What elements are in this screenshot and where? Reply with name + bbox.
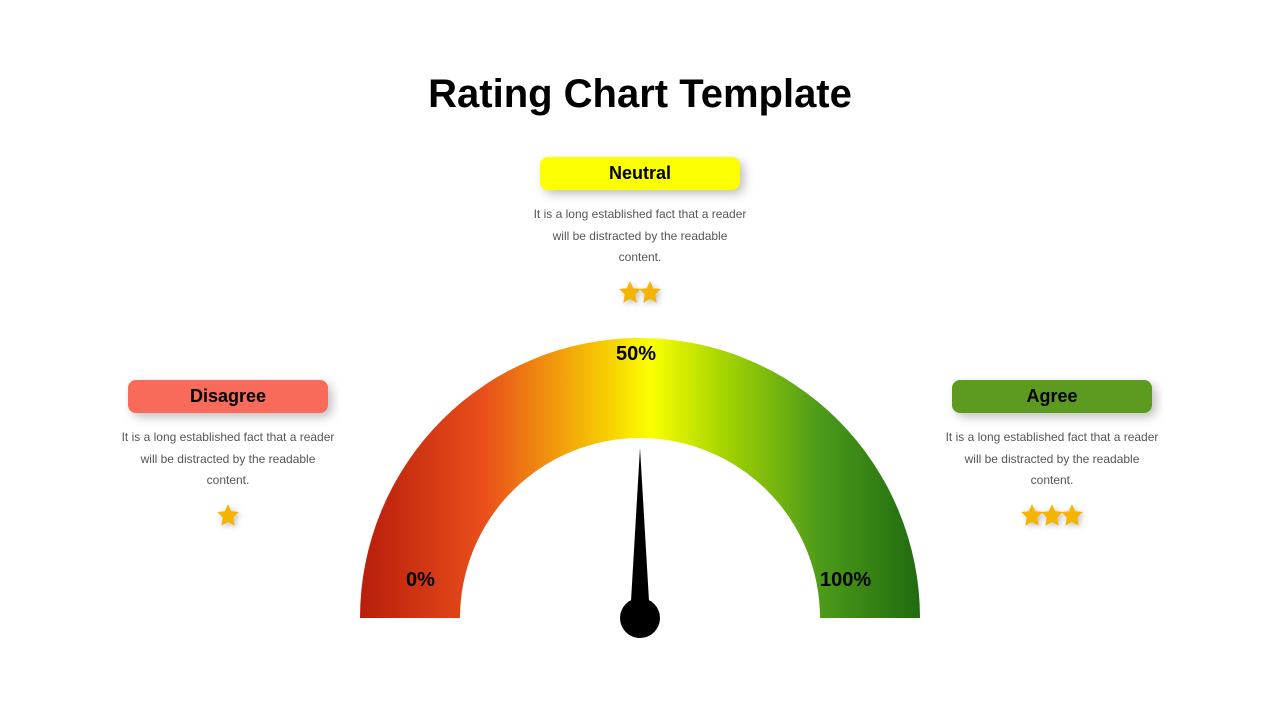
stars-neutral (530, 279, 750, 305)
desc-disagree: It is a long established fact that a rea… (118, 427, 338, 492)
section-disagree: Disagree It is a long established fact t… (118, 380, 338, 528)
gauge-pivot (620, 598, 660, 638)
gauge-needle (630, 448, 650, 618)
section-agree: Agree It is a long established fact that… (942, 380, 1162, 528)
pct-label-100: 100% (820, 569, 871, 592)
star-icon (215, 502, 241, 528)
pill-neutral: Neutral (540, 157, 740, 190)
pill-disagree: Disagree (128, 380, 328, 413)
star-icon (1059, 502, 1085, 528)
star-icon (637, 279, 663, 305)
desc-agree: It is a long established fact that a rea… (942, 427, 1162, 492)
pill-agree: Agree (952, 380, 1152, 413)
stars-agree (942, 502, 1162, 528)
section-neutral: Neutral It is a long established fact th… (530, 157, 750, 305)
pct-label-50: 50% (616, 343, 656, 366)
desc-neutral: It is a long established fact that a rea… (530, 204, 750, 269)
pct-label-0: 0% (406, 569, 435, 592)
stars-disagree (118, 502, 338, 528)
